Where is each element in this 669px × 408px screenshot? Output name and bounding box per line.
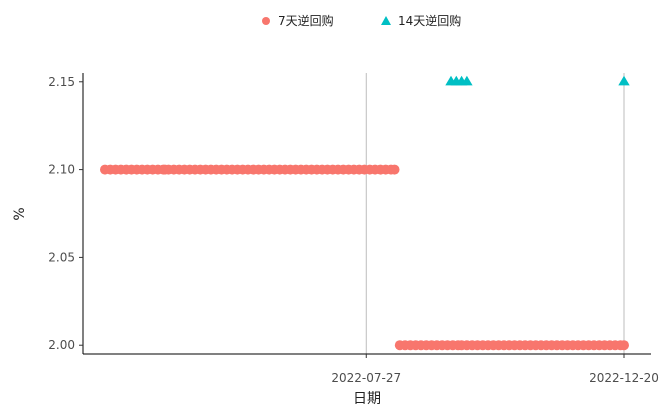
legend: 7天逆回购 14天逆回购 [262, 13, 461, 28]
y-axis-title: % [12, 207, 28, 220]
point-14day [618, 75, 630, 86]
point-7day [389, 164, 400, 175]
y-tick-label: 2.00 [48, 338, 75, 352]
legend-label-7day: 7天逆回购 [278, 13, 334, 28]
y-axis-ticks: 2.00 2.05 2.10 2.15 [48, 75, 83, 352]
reference-lines [365, 73, 625, 354]
y-tick-label: 2.05 [48, 250, 75, 264]
x-tick-label: 2022-12-20 [589, 371, 659, 385]
legend-marker-7day [262, 17, 270, 25]
legend-marker-14day [381, 16, 391, 25]
y-tick-label: 2.15 [48, 75, 75, 89]
data-points [100, 75, 630, 351]
point-14day [461, 75, 473, 86]
x-axis-ticks: 2022-07-27 2022-12-20 [331, 354, 659, 385]
y-tick-label: 2.10 [48, 163, 75, 177]
x-tick-label: 2022-07-27 [331, 371, 401, 385]
legend-label-14day: 14天逆回购 [398, 13, 461, 28]
x-axis-title: 日期 [353, 391, 381, 407]
point-7day [619, 340, 629, 351]
